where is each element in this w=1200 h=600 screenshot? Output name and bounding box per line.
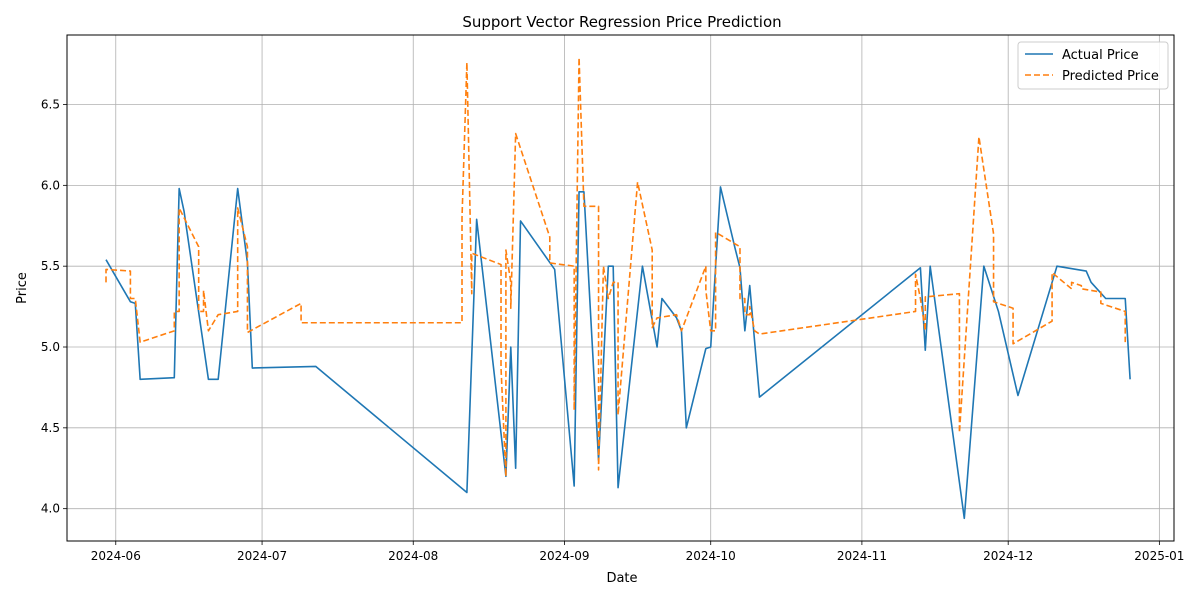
x-tick-label: 2024-10 [686, 549, 736, 563]
y-tick-label: 6.5 [41, 98, 60, 112]
series-line-actual-price [105, 186, 1131, 520]
legend-label: Predicted Price [1062, 69, 1159, 84]
x-tick-label: 2024-09 [539, 549, 589, 563]
plot-frame [66, 34, 1175, 542]
y-axis-label: Price [15, 272, 30, 304]
x-tick-label: 2024-06 [91, 549, 141, 563]
legend-box [1017, 41, 1169, 90]
y-tick-label: 4.0 [41, 502, 60, 516]
chart-title: Support Vector Regression Price Predicti… [462, 13, 781, 31]
legend: Actual Price Predicted Price [1017, 41, 1169, 90]
x-tick-label: 2025-01 [1134, 549, 1184, 563]
x-tick-label: 2024-12 [983, 549, 1033, 563]
x-tick-label: 2024-07 [237, 549, 287, 563]
y-tick-label: 6.0 [41, 178, 60, 192]
series-line-predicted-price [105, 56, 1127, 478]
x-tick-label: 2024-11 [837, 549, 887, 563]
series-layer [105, 56, 1131, 520]
legend-label: Actual Price [1062, 48, 1139, 63]
x-axis-label: Date [606, 571, 637, 586]
y-tick-label: 5.0 [41, 340, 60, 354]
x-tick-label: 2024-08 [388, 549, 438, 563]
y-tick-label: 5.5 [41, 259, 60, 273]
ticks: 2024-06 2024-07 2024-08 2024-09 2024-10 2024-… [41, 98, 1185, 563]
y-tick-label: 4.5 [41, 421, 60, 435]
